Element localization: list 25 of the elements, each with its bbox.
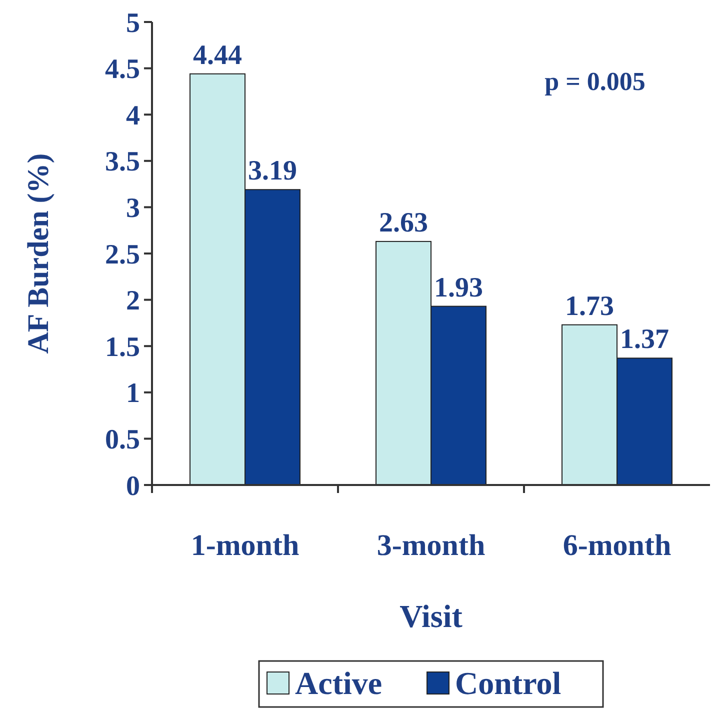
y-tick-label: 1: [126, 378, 140, 410]
x-tick-label: 3-month: [376, 529, 486, 562]
y-tick-label: 2.5: [105, 239, 140, 270]
data-label: 4.44: [193, 40, 242, 71]
data-label: 3.19: [248, 156, 297, 187]
y-tick-label: 2: [126, 286, 140, 317]
data-label: 1.73: [565, 290, 614, 322]
x-tick-label: 6-month: [562, 529, 672, 562]
y-tick-label: 4.5: [105, 54, 140, 86]
y-tick-label: 3.5: [105, 146, 140, 178]
legend-label: Active: [295, 665, 382, 702]
data-label: 1.93: [434, 272, 483, 304]
y-tick-label: 4: [126, 100, 140, 132]
y-tick-label: 5: [126, 8, 140, 39]
legend-label: Control: [455, 665, 562, 702]
y-tick-label: 3: [126, 193, 140, 224]
data-label: 1.37: [620, 324, 669, 356]
x-axis-title: Visit: [400, 598, 463, 634]
y-tick-label: 0.5: [105, 424, 140, 456]
x-tick-label: 1-month: [190, 529, 300, 562]
y-tick-label: 0: [126, 470, 140, 502]
y-axis-title: AF Burden (%): [22, 153, 55, 354]
data-label: 2.63: [379, 207, 428, 238]
y-tick-label: 1.5: [105, 332, 140, 363]
annotation: p = 0.005: [544, 67, 646, 96]
